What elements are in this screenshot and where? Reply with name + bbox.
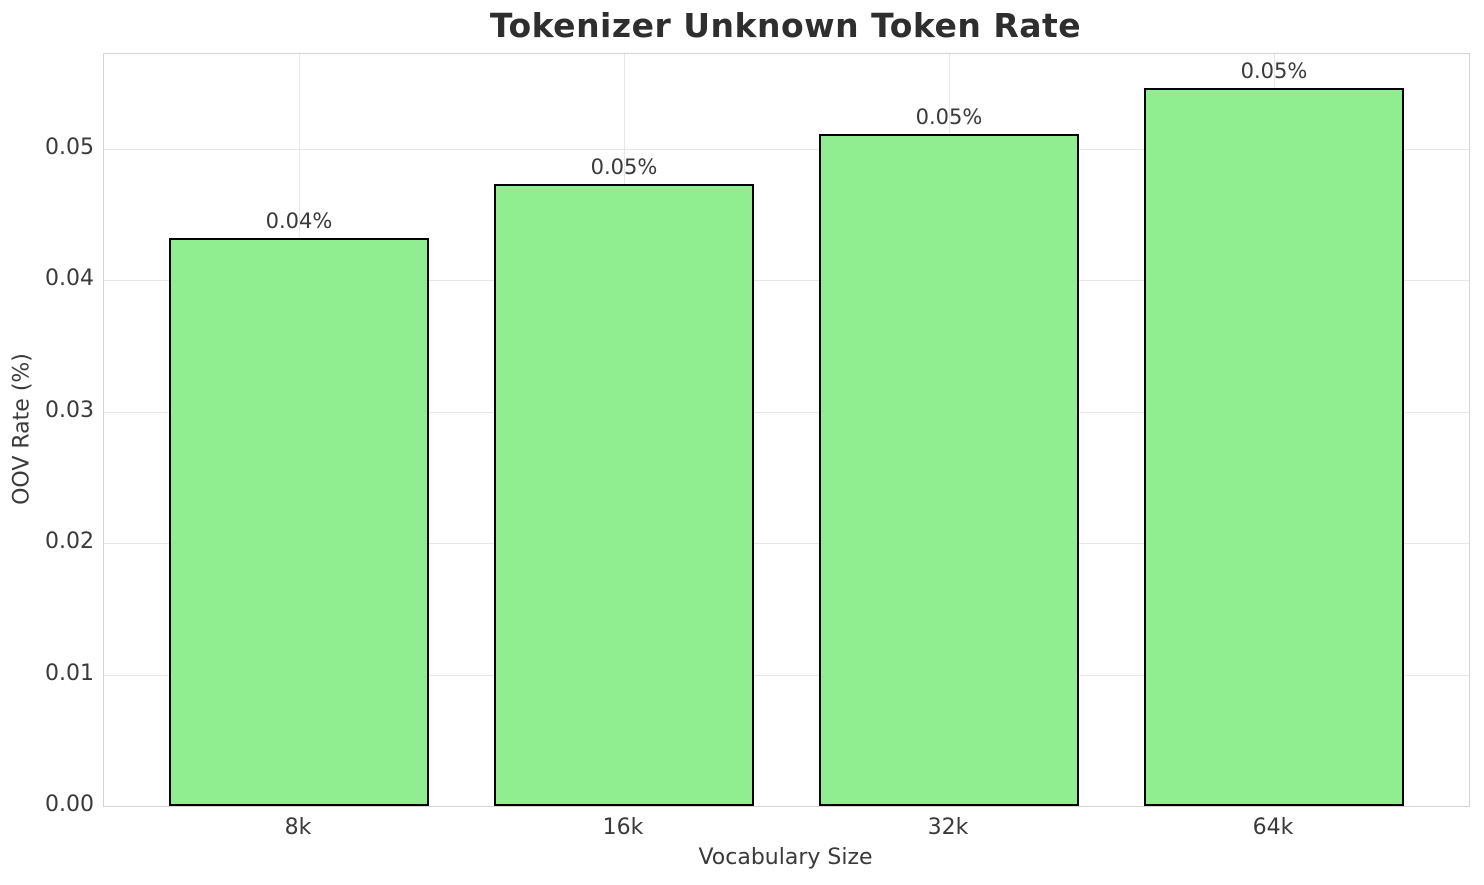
bar xyxy=(1144,88,1404,806)
bar-value-label: 0.05% xyxy=(590,155,658,180)
horizontal-gridline xyxy=(104,543,1469,545)
y-tick-label: 0.02 xyxy=(45,529,94,555)
horizontal-gridline xyxy=(104,148,1469,150)
x-axis-label: Vocabulary Size xyxy=(698,845,873,870)
bar-value-label: 0.04% xyxy=(265,209,333,234)
bar-value-label: 0.05% xyxy=(1240,59,1308,84)
y-axis-label: OOV Rate (%) xyxy=(9,353,35,505)
y-tick-label: 0.01 xyxy=(45,660,94,686)
x-tick-label: 16k xyxy=(602,815,644,840)
y-tick-label: 0.03 xyxy=(45,397,94,423)
bar xyxy=(819,134,1079,806)
horizontal-gridline xyxy=(104,411,1469,413)
y-tick-label: 0.04 xyxy=(45,266,94,292)
bar-value-label: 0.05% xyxy=(915,105,983,130)
y-tick-label: 0.05 xyxy=(45,134,94,160)
bar xyxy=(169,238,429,806)
plot-area: 0.04% 0.05% 0.05% 0.05% xyxy=(103,53,1470,807)
chart-title: Tokenizer Unknown Token Rate xyxy=(489,6,1082,45)
x-tick-label: 8k xyxy=(284,815,312,840)
horizontal-gridline xyxy=(104,280,1469,282)
bar xyxy=(494,184,754,806)
x-tick-label: 32k xyxy=(927,815,969,840)
x-tick-label: 64k xyxy=(1252,815,1294,840)
y-tick-label: 0.00 xyxy=(45,792,94,817)
horizontal-gridline xyxy=(104,674,1469,676)
